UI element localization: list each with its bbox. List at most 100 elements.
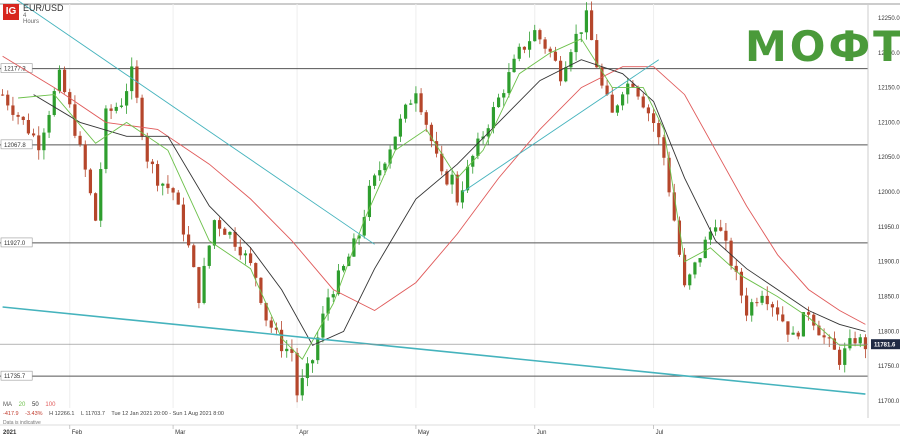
candle-body: [310, 360, 315, 364]
price-tick-label: 11750.0: [878, 364, 900, 370]
candle-body: [331, 294, 335, 298]
candle-body: [47, 114, 51, 133]
candle-body: [724, 230, 728, 241]
level-label: 12067.8: [4, 143, 26, 149]
candle-body: [455, 174, 459, 203]
level-label: 12177.3: [4, 67, 26, 73]
candle-body: [791, 332, 795, 335]
ma50-label: 50: [32, 402, 39, 408]
month-label: Mar: [175, 430, 185, 436]
ma-label: MA: [3, 402, 12, 408]
change-percent: -3.43%: [25, 411, 43, 417]
trendlines: [2, 0, 866, 395]
candle-body: [626, 83, 630, 95]
level-label-box: [0, 63, 33, 73]
candle-body: [62, 69, 67, 93]
month-label: Jun: [537, 430, 547, 436]
candle-body: [274, 327, 279, 330]
candle-body: [429, 124, 434, 142]
candle-body: [837, 349, 842, 365]
candle-body: [362, 217, 366, 236]
candle-body: [538, 30, 542, 40]
candle-body: [703, 239, 707, 259]
candle-body: [651, 113, 656, 124]
candle-body: [336, 270, 341, 295]
candle-body: [197, 267, 201, 303]
candle-body: [812, 314, 816, 326]
candle-body: [636, 86, 640, 97]
current-price-box: [871, 339, 900, 350]
candle-body: [858, 337, 862, 344]
candle-body: [569, 52, 573, 68]
candle-body: [104, 108, 108, 170]
candle-body: [765, 295, 769, 305]
candle-body: [667, 157, 671, 193]
candle-body: [78, 135, 82, 145]
candle-body: [579, 32, 583, 34]
candle-body: [109, 108, 113, 111]
candle-body: [248, 253, 253, 264]
candle-body: [99, 169, 103, 221]
candle-body: [16, 114, 20, 117]
ma-legend: MA 20 50 100: [3, 402, 60, 408]
candle-body: [367, 185, 372, 218]
price-tick-label: 12200.0: [878, 51, 900, 57]
level-label: 11927.0: [4, 241, 26, 247]
candle-body: [491, 107, 496, 129]
time-axis: 2021 Feb Mar Apr May Jun Jul: [0, 424, 900, 436]
candle-body: [88, 169, 93, 194]
price-stats: -417.9 -3.43% H 12266.1 L 11703.7 Tue 12…: [3, 411, 229, 417]
candle-body: [843, 348, 847, 365]
candle-body: [512, 58, 516, 73]
horizontal-levels: 12177.3 12067.8 11927.0 11735.7: [0, 63, 868, 381]
candle-body: [6, 94, 10, 106]
level-label: 11735.7: [4, 374, 26, 380]
candle-body: [827, 337, 831, 339]
price-tick-label: 12250.0: [878, 16, 900, 22]
candle-body: [610, 94, 614, 113]
candle-body: [708, 231, 713, 240]
candle-body: [688, 274, 692, 286]
date-range: Tue 12 Jan 2021 20:00 - Sun 1 Aug 2021 8…: [111, 411, 224, 417]
candle-body: [781, 314, 785, 322]
month-label: Feb: [72, 430, 83, 436]
candle-body: [181, 204, 186, 235]
candle-body: [574, 33, 578, 53]
chart-grid: [0, 3, 900, 408]
candle-body: [140, 97, 144, 137]
candle-body: [424, 112, 428, 125]
candle-body: [176, 192, 180, 205]
candle-body: [662, 137, 666, 158]
candle-body: [450, 174, 454, 185]
candle-body: [440, 153, 444, 172]
candle-body: [584, 10, 589, 33]
candle-body: [543, 39, 547, 49]
candle-body: [378, 170, 382, 176]
candle-body: [750, 302, 754, 316]
ma50-line: [33, 59, 866, 346]
low-value: L 11703.7: [81, 411, 105, 417]
candle-body: [326, 297, 330, 314]
candle-body: [192, 245, 196, 268]
candle-body: [398, 118, 403, 137]
high-value: H 12266.1: [49, 411, 75, 417]
candle-body: [269, 320, 273, 328]
candle-body: [527, 41, 532, 50]
candle-body: [161, 183, 165, 186]
ma100-label: 100: [45, 402, 56, 408]
candle-body: [119, 105, 124, 107]
candle-body: [553, 51, 558, 61]
candle-body: [713, 227, 718, 232]
candle-body: [631, 83, 635, 87]
candle-body: [548, 48, 552, 52]
price-tick-label: 12050.0: [878, 155, 900, 161]
candle-body: [393, 136, 397, 150]
candle-body: [641, 96, 645, 108]
ma20-label: 20: [18, 402, 26, 408]
timeframe-label: 4 Hours: [23, 13, 40, 25]
candle-body: [589, 10, 594, 41]
candle-body: [502, 93, 506, 98]
candle-body: [739, 271, 744, 296]
candle-body: [383, 163, 387, 171]
trendline: [462, 59, 660, 193]
